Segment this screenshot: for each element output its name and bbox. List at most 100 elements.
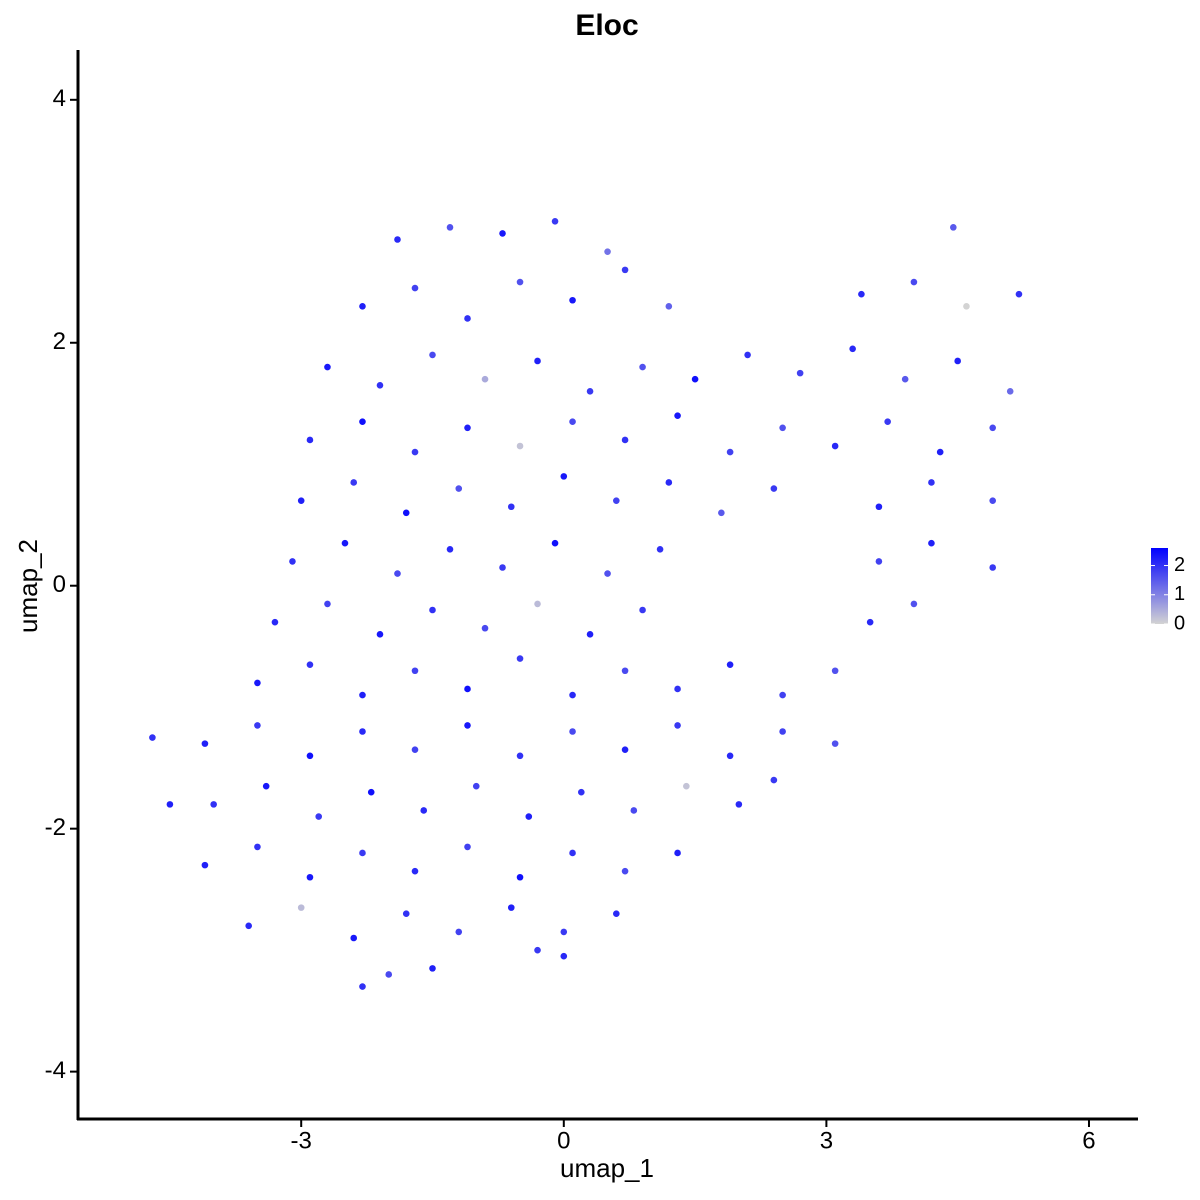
point bbox=[516, 752, 524, 760]
point bbox=[262, 782, 270, 790]
point bbox=[779, 424, 786, 432]
point bbox=[201, 861, 209, 869]
x-tick-label: 0 bbox=[557, 1127, 570, 1154]
point bbox=[551, 217, 559, 225]
point bbox=[210, 801, 217, 808]
point bbox=[569, 691, 576, 699]
point bbox=[744, 351, 751, 359]
point bbox=[779, 728, 786, 735]
point bbox=[411, 667, 419, 675]
point bbox=[516, 278, 524, 286]
point bbox=[950, 224, 957, 231]
x-tick-label: -3 bbox=[291, 1127, 312, 1154]
point bbox=[770, 485, 778, 492]
point bbox=[718, 509, 725, 517]
point bbox=[254, 722, 261, 729]
point bbox=[621, 746, 629, 754]
x-tick-label: 6 bbox=[1082, 1127, 1095, 1154]
point bbox=[376, 381, 384, 389]
point bbox=[534, 946, 541, 954]
point bbox=[621, 667, 629, 675]
point bbox=[525, 813, 533, 820]
point bbox=[429, 965, 436, 972]
point bbox=[455, 928, 463, 936]
point bbox=[989, 497, 996, 504]
point bbox=[271, 618, 279, 626]
point bbox=[621, 867, 629, 875]
point bbox=[315, 813, 323, 820]
point bbox=[359, 728, 366, 735]
point bbox=[306, 752, 314, 760]
point bbox=[297, 497, 305, 504]
point bbox=[586, 631, 594, 638]
point bbox=[429, 351, 436, 359]
point bbox=[429, 606, 436, 614]
point bbox=[341, 539, 349, 547]
point bbox=[1006, 388, 1014, 395]
point bbox=[674, 849, 681, 857]
point bbox=[350, 934, 358, 942]
point bbox=[674, 412, 681, 419]
point bbox=[166, 801, 174, 808]
point bbox=[394, 236, 401, 243]
y-tick-label: 4 bbox=[53, 85, 66, 112]
point bbox=[665, 479, 673, 486]
point bbox=[560, 928, 568, 936]
point bbox=[726, 752, 734, 760]
point bbox=[306, 873, 314, 881]
point bbox=[560, 473, 568, 480]
point bbox=[630, 807, 638, 814]
point bbox=[254, 679, 261, 687]
chart-title: Eloc bbox=[575, 9, 638, 42]
point bbox=[149, 734, 156, 741]
point bbox=[910, 278, 918, 286]
point bbox=[639, 606, 646, 614]
point bbox=[604, 570, 611, 577]
point bbox=[534, 600, 541, 608]
point bbox=[560, 952, 568, 960]
point bbox=[901, 375, 909, 383]
point bbox=[359, 303, 366, 310]
point bbox=[306, 436, 314, 444]
point bbox=[324, 600, 331, 608]
point bbox=[359, 691, 366, 699]
point bbox=[586, 388, 594, 395]
point bbox=[726, 448, 734, 456]
point bbox=[875, 503, 883, 511]
point bbox=[665, 303, 673, 310]
point bbox=[578, 788, 585, 796]
point bbox=[831, 442, 839, 450]
point bbox=[350, 479, 358, 486]
point bbox=[656, 545, 664, 553]
point bbox=[402, 910, 410, 918]
point bbox=[394, 570, 401, 577]
colorbar-label: 2 bbox=[1174, 554, 1185, 576]
point bbox=[455, 485, 463, 492]
point bbox=[954, 357, 961, 365]
point bbox=[735, 801, 743, 808]
point bbox=[989, 424, 996, 432]
point bbox=[446, 224, 454, 231]
point bbox=[621, 266, 629, 274]
point bbox=[516, 442, 524, 450]
point bbox=[245, 922, 252, 930]
point bbox=[516, 873, 524, 881]
point bbox=[359, 418, 366, 426]
point bbox=[324, 363, 331, 371]
point bbox=[875, 558, 883, 565]
point bbox=[464, 722, 471, 729]
point bbox=[621, 436, 629, 444]
point bbox=[683, 782, 690, 790]
point bbox=[306, 661, 314, 668]
point bbox=[411, 284, 419, 292]
point bbox=[928, 539, 935, 547]
point bbox=[858, 290, 865, 298]
point bbox=[796, 369, 804, 377]
colorbar bbox=[1151, 548, 1168, 624]
point bbox=[289, 558, 296, 565]
point bbox=[569, 849, 576, 857]
point bbox=[367, 788, 375, 796]
point bbox=[639, 363, 646, 371]
